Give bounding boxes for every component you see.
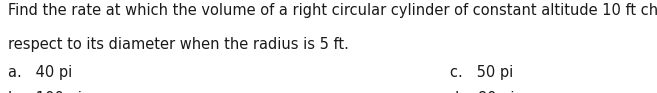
Text: respect to its diameter when the radius is 5 ft.: respect to its diameter when the radius … bbox=[8, 37, 349, 52]
Text: b.   100 pi: b. 100 pi bbox=[8, 91, 81, 93]
Text: d.   80 pi: d. 80 pi bbox=[450, 91, 514, 93]
Text: Find the rate at which the volume of a right circular cylinder of constant altit: Find the rate at which the volume of a r… bbox=[8, 3, 657, 18]
Text: c.   50 pi: c. 50 pi bbox=[450, 65, 513, 80]
Text: a.   40 pi: a. 40 pi bbox=[8, 65, 72, 80]
